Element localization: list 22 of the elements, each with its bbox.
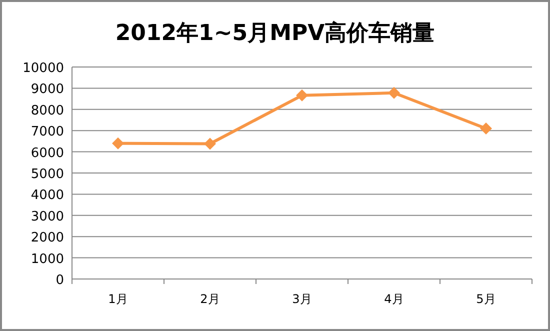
y-tick-label: 1000 — [30, 252, 64, 267]
y-tick-label: 8000 — [30, 103, 64, 118]
y-tick-label: 3000 — [30, 209, 64, 224]
x-tick-label: 3月 — [292, 292, 312, 306]
point — [480, 122, 492, 134]
y-tick-label: 10000 — [22, 61, 64, 76]
y-tick-label: 5000 — [30, 167, 64, 182]
x-tick-label: 4月 — [384, 292, 404, 306]
y-tick-label: 0 — [56, 273, 64, 288]
y-tick-label: 2000 — [30, 230, 64, 246]
point — [112, 137, 124, 150]
point — [204, 138, 216, 150]
y-tick-label: 4000 — [30, 188, 64, 204]
y-tick-label: 9000 — [30, 82, 64, 98]
chart-title: 2012年1~5月MPV高价车销量 — [115, 20, 435, 46]
x-tick-label: 5月 — [476, 292, 496, 306]
point — [388, 86, 400, 99]
x-tick-label: 2月 — [200, 292, 220, 306]
y-tick-label: 6000 — [30, 146, 64, 161]
point — [296, 89, 308, 102]
y-tick-label: 7000 — [30, 124, 64, 140]
x-tick-label: 1月 — [108, 292, 128, 306]
